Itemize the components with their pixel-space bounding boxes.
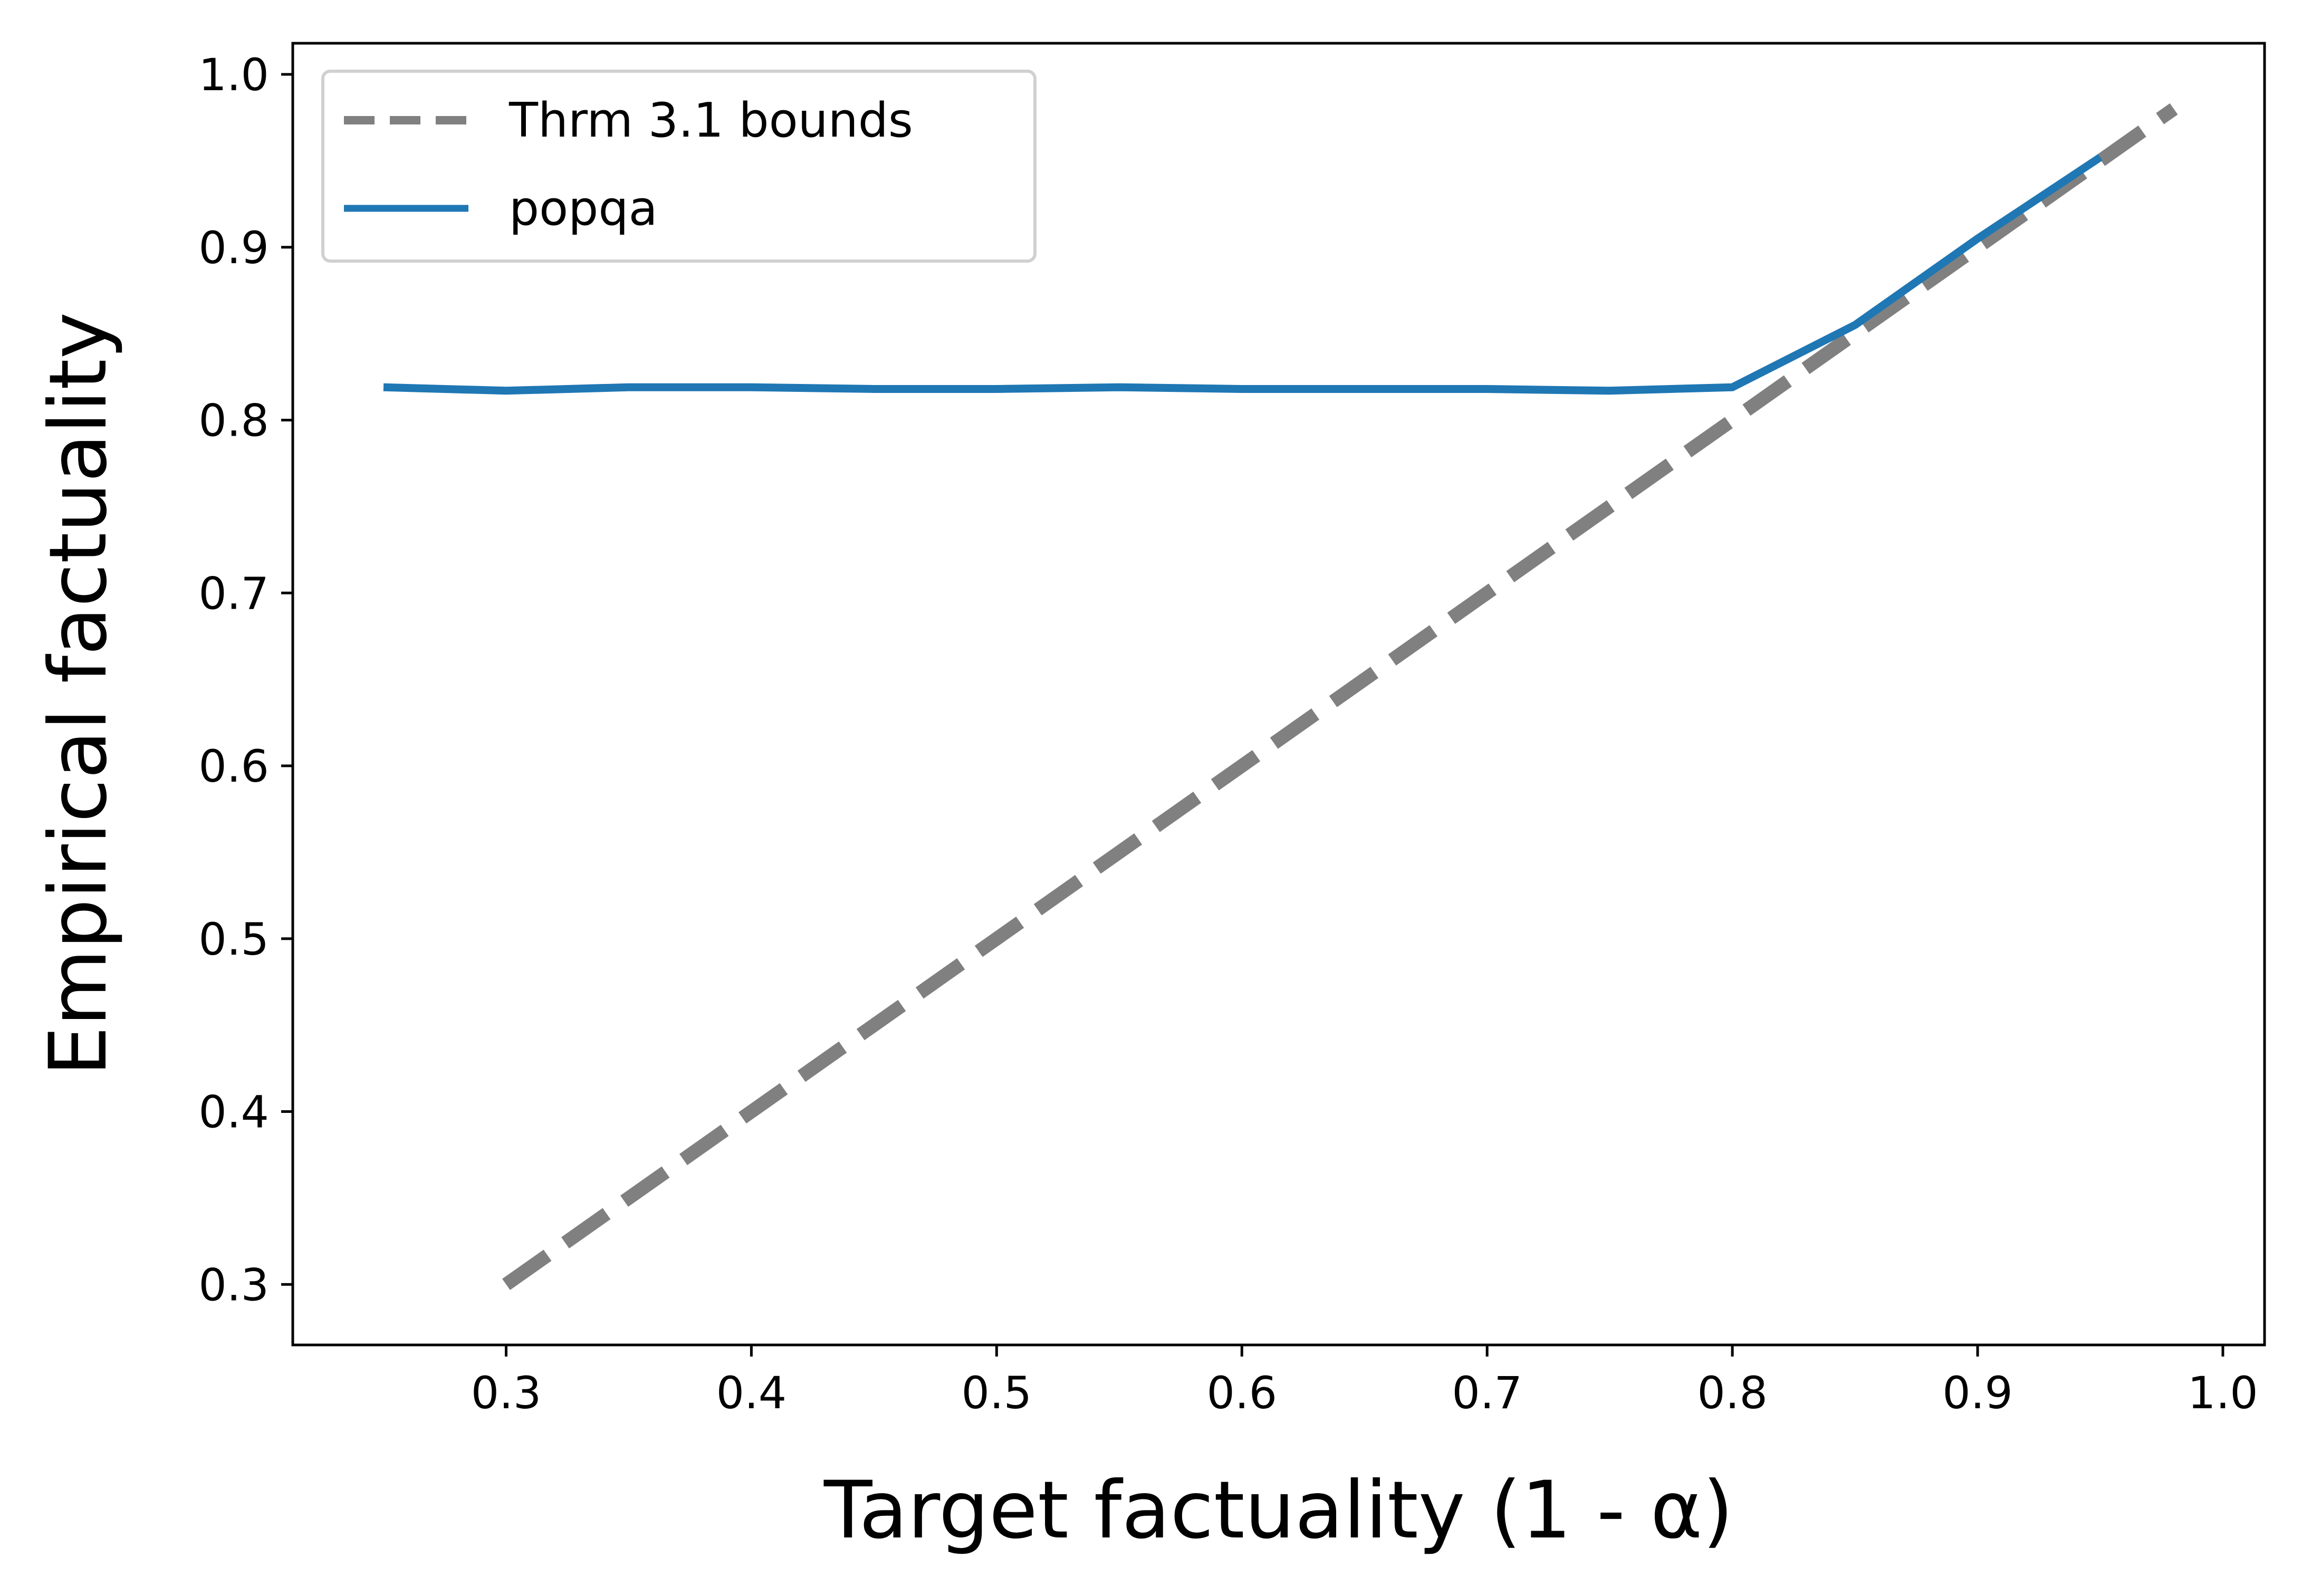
y-tick-label: 0.6 [198, 741, 269, 792]
x-tick-label: 0.5 [962, 1367, 1032, 1419]
y-tick-label: 0.7 [198, 568, 269, 619]
legend-box [321, 70, 1037, 263]
y-tick-label: 0.8 [198, 395, 269, 447]
y-tick-label: 0.3 [198, 1259, 269, 1311]
x-tick-label: 1.0 [2188, 1367, 2258, 1419]
plot-area [383, 103, 2178, 1290]
x-tick-label: 0.3 [471, 1367, 542, 1419]
legend-label-popqa: popqa [509, 181, 658, 236]
y-tick-label: 1.0 [198, 49, 269, 101]
y-tick-label: 0.5 [198, 914, 269, 965]
axes-frame [291, 42, 2266, 1347]
x-tick-label: 0.6 [1206, 1367, 1277, 1419]
x-axis-title: Target factuality (1 - α) [823, 1465, 1733, 1556]
x-tick-label: 0.4 [716, 1367, 787, 1419]
axes: 0.3 0.4 0.5 0.6 0.7 0.8 0.9 1.0 0.3 0.4 0.5 0.6 0.7 0… [198, 42, 2266, 1419]
x-tick-label: 0.8 [1697, 1367, 1768, 1419]
series-line-popqa [383, 154, 2103, 395]
y-tick-label: 0.9 [198, 222, 269, 274]
legend: Thrm 3.1 bounds popqa [321, 70, 1037, 263]
x-tick-label: 0.7 [1452, 1367, 1522, 1419]
legend-label-bounds: Thrm 3.1 bounds [509, 93, 913, 148]
y-tick-label: 0.4 [198, 1087, 269, 1138]
y-axis-title: Empirical factuality [33, 312, 124, 1076]
x-tick-label: 0.9 [1942, 1367, 2013, 1419]
series-line-bounds [502, 103, 2178, 1290]
